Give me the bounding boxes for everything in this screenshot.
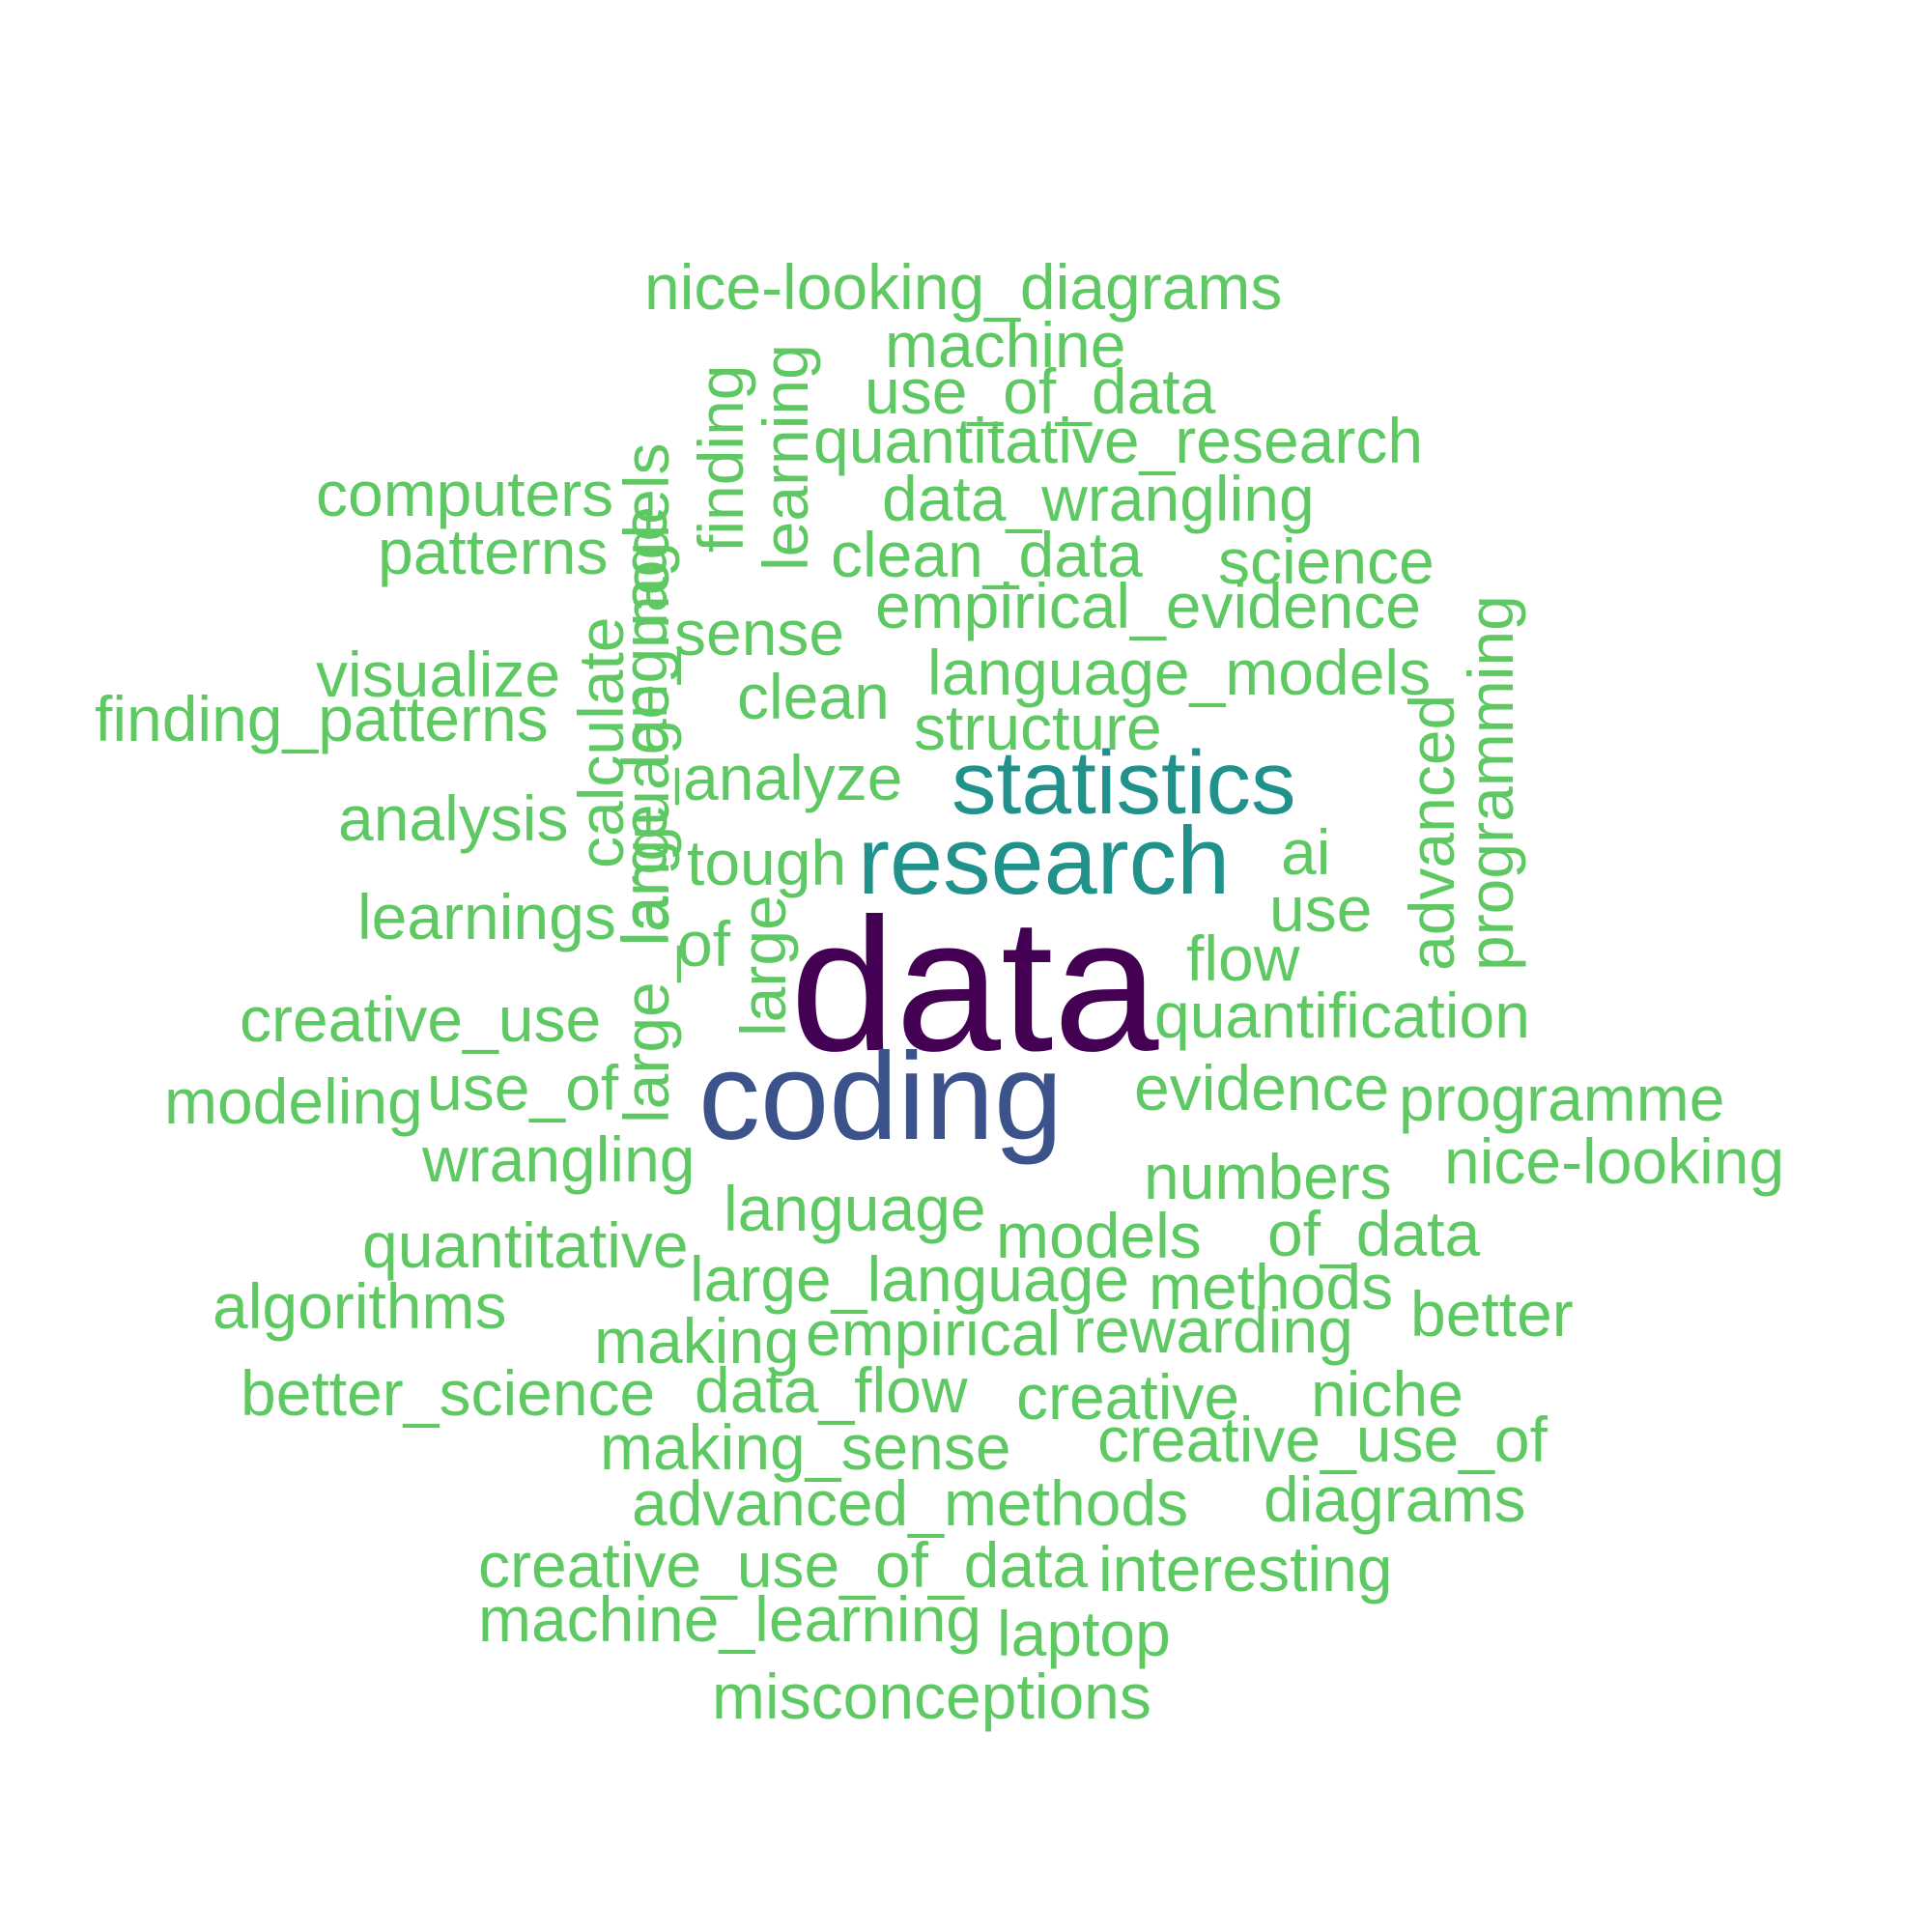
word-use-of-data: use_of_data xyxy=(865,355,1216,427)
word-nice-looking-diagrams: nice-looking_diagrams xyxy=(644,251,1283,323)
word-tough: tough xyxy=(687,827,847,898)
word-language: language xyxy=(724,1173,986,1244)
word-making: making xyxy=(594,1305,800,1377)
word-programming: programming xyxy=(1455,595,1526,971)
word-large-language: large_language xyxy=(690,1243,1130,1315)
word-empirical: empirical xyxy=(806,1297,1062,1369)
word-nice-looking: nice-looking xyxy=(1444,1125,1785,1197)
word-large-language-vertical: large_language xyxy=(609,505,680,946)
word-coding: coding xyxy=(698,1028,1064,1166)
word-quantitative: quantitative xyxy=(362,1209,689,1281)
word-use-of: use_of xyxy=(427,1052,619,1123)
word-learning: learning xyxy=(750,344,821,571)
word-numbers: numbers xyxy=(1144,1141,1392,1212)
word-laptop: laptop xyxy=(997,1598,1171,1669)
word-research: research xyxy=(858,807,1231,914)
word-evidence: evidence xyxy=(1134,1052,1390,1123)
word-sense: sense xyxy=(674,597,845,668)
word-modeling: modeling xyxy=(164,1065,423,1137)
word-large: large xyxy=(727,895,799,1037)
word-creative-use: creative_use xyxy=(240,983,602,1055)
word-structure: structure xyxy=(914,692,1162,763)
word-analyze: analyze xyxy=(683,742,903,813)
word-of: of xyxy=(677,908,731,980)
word-misconceptions: misconceptions xyxy=(712,1661,1151,1732)
word-better-science: better_science xyxy=(241,1357,656,1429)
word-diagrams: diagrams xyxy=(1264,1463,1526,1535)
word-ai: ai xyxy=(1281,816,1331,888)
word-rewarding: rewarding xyxy=(1073,1294,1353,1366)
word-niche: niche xyxy=(1311,1358,1463,1430)
word-models: models xyxy=(996,1200,1202,1271)
word-of-data: of_data xyxy=(1267,1198,1481,1269)
word-analysis: analysis xyxy=(338,782,569,854)
word-statistics: statistics xyxy=(952,732,1296,833)
word-machine: machine xyxy=(885,309,1126,381)
word-methods: methods xyxy=(1149,1251,1394,1322)
word-quantitative-research: quantitative_research xyxy=(813,405,1424,476)
word-interesting: interesting xyxy=(1098,1533,1393,1605)
word-algorithms: algorithms xyxy=(213,1270,507,1342)
word-computers: computers xyxy=(316,458,614,529)
word-empirical-evidence: empirical_evidence xyxy=(875,570,1421,641)
word-wrangling: wrangling xyxy=(422,1123,696,1195)
word-creative-use-of-data: creative_use_of_data xyxy=(478,1529,1089,1601)
word-learnings: learnings xyxy=(357,881,616,952)
word-clean-data: clean_data xyxy=(831,519,1143,590)
word-use: use xyxy=(1269,873,1373,945)
word-creative-use-of: creative_use_of xyxy=(1097,1404,1548,1475)
word-visualize: visualize xyxy=(316,639,561,710)
word-machine-learning: machine_learning xyxy=(478,1583,982,1655)
word-finding: finding xyxy=(685,364,756,554)
word-quantification: quantification xyxy=(1154,980,1530,1051)
word-creative: creative xyxy=(1016,1361,1240,1433)
word-language-models: language_models xyxy=(927,637,1432,708)
word-finding-patterns: finding_patterns xyxy=(95,683,549,754)
word-making-sense: making_sense xyxy=(600,1411,1011,1483)
word-better: better xyxy=(1410,1278,1574,1350)
word-data: data xyxy=(790,879,1159,1091)
word-data-wrangling: data_wrangling xyxy=(882,463,1315,534)
word-science: science xyxy=(1218,526,1435,597)
word-patterns: patterns xyxy=(378,516,609,587)
word-programme: programme xyxy=(1399,1063,1725,1134)
word-advanced-methods: advanced_methods xyxy=(632,1467,1189,1539)
word-flow: flow xyxy=(1186,923,1300,994)
word-data-flow: data_flow xyxy=(695,1354,968,1426)
word-clean: clean xyxy=(737,661,890,732)
